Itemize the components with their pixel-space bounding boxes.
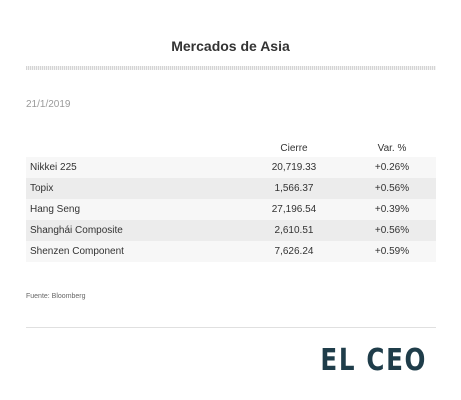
index-name: Shenzen Component [30,246,124,257]
date-label: 21/1/2019 [26,99,71,110]
index-close: 20,719.33 [271,162,317,173]
table-row: Hang Seng 27,196.54 +0.39% [26,199,436,220]
index-change: +0.59% [374,246,410,257]
table-body: Nikkei 225 20,719.33 +0.26% Topix 1,566.… [26,157,436,262]
brand-logo: EL CEO [320,343,427,378]
index-change: +0.26% [374,162,410,173]
index-close: 27,196.54 [271,204,317,215]
index-name: Shanghái Composite [30,225,123,236]
table-row: Topix 1,566.37 +0.56% [26,178,436,199]
table-row: Shenzen Component 7,626.24 +0.59% [26,241,436,262]
index-name: Topix [30,183,54,194]
index-name: Hang Seng [30,204,81,215]
source-note: Fuente: Bloomberg [26,293,86,300]
column-header-close: Cierre [280,142,308,154]
table-row: Shanghái Composite 2,610.51 +0.56% [26,220,436,241]
table-row: Nikkei 225 20,719.33 +0.26% [26,157,436,178]
index-change: +0.56% [374,183,410,194]
column-header-change: Var. % [377,142,407,154]
footer-divider [26,327,436,328]
index-change: +0.56% [374,225,410,236]
index-name: Nikkei 225 [30,162,77,173]
page-title: Mercados de Asia [171,38,290,54]
title-divider [26,66,436,70]
index-close: 7,626.24 [274,246,314,257]
index-close: 1,566.37 [274,183,314,194]
index-change: +0.39% [374,204,410,215]
table-header-row: Cierre Var. % [26,139,436,157]
index-close: 2,610.51 [274,225,314,236]
markets-table: Cierre Var. % Nikkei 225 20,719.33 +0.26… [26,139,436,262]
